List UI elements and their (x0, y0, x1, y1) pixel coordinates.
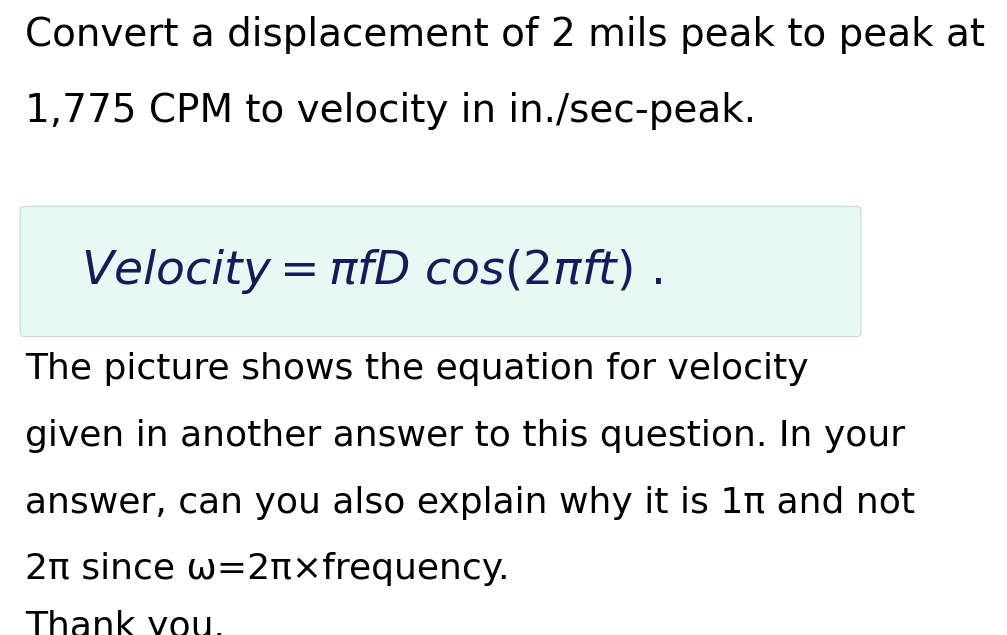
Text: The picture shows the equation for velocity: The picture shows the equation for veloc… (25, 352, 809, 387)
Text: 2π since ω=2π×frequency.: 2π since ω=2π×frequency. (25, 552, 510, 587)
FancyBboxPatch shape (20, 206, 861, 337)
Text: Thank you.: Thank you. (25, 610, 226, 635)
Text: $\mathit{Velocity} = \pi\mathit{f}D\ \mathit{cos}(2\pi\mathit{f}t)\ .$: $\mathit{Velocity} = \pi\mathit{f}D\ \ma… (81, 247, 662, 297)
Text: Convert a displacement of 2 mils peak to peak at: Convert a displacement of 2 mils peak to… (25, 16, 985, 54)
Text: 1,775 CPM to velocity in in./sec-peak.: 1,775 CPM to velocity in in./sec-peak. (25, 92, 756, 130)
Text: answer, can you also explain why it is 1π and not: answer, can you also explain why it is 1… (25, 486, 915, 520)
Text: given in another answer to this question. In your: given in another answer to this question… (25, 419, 905, 453)
